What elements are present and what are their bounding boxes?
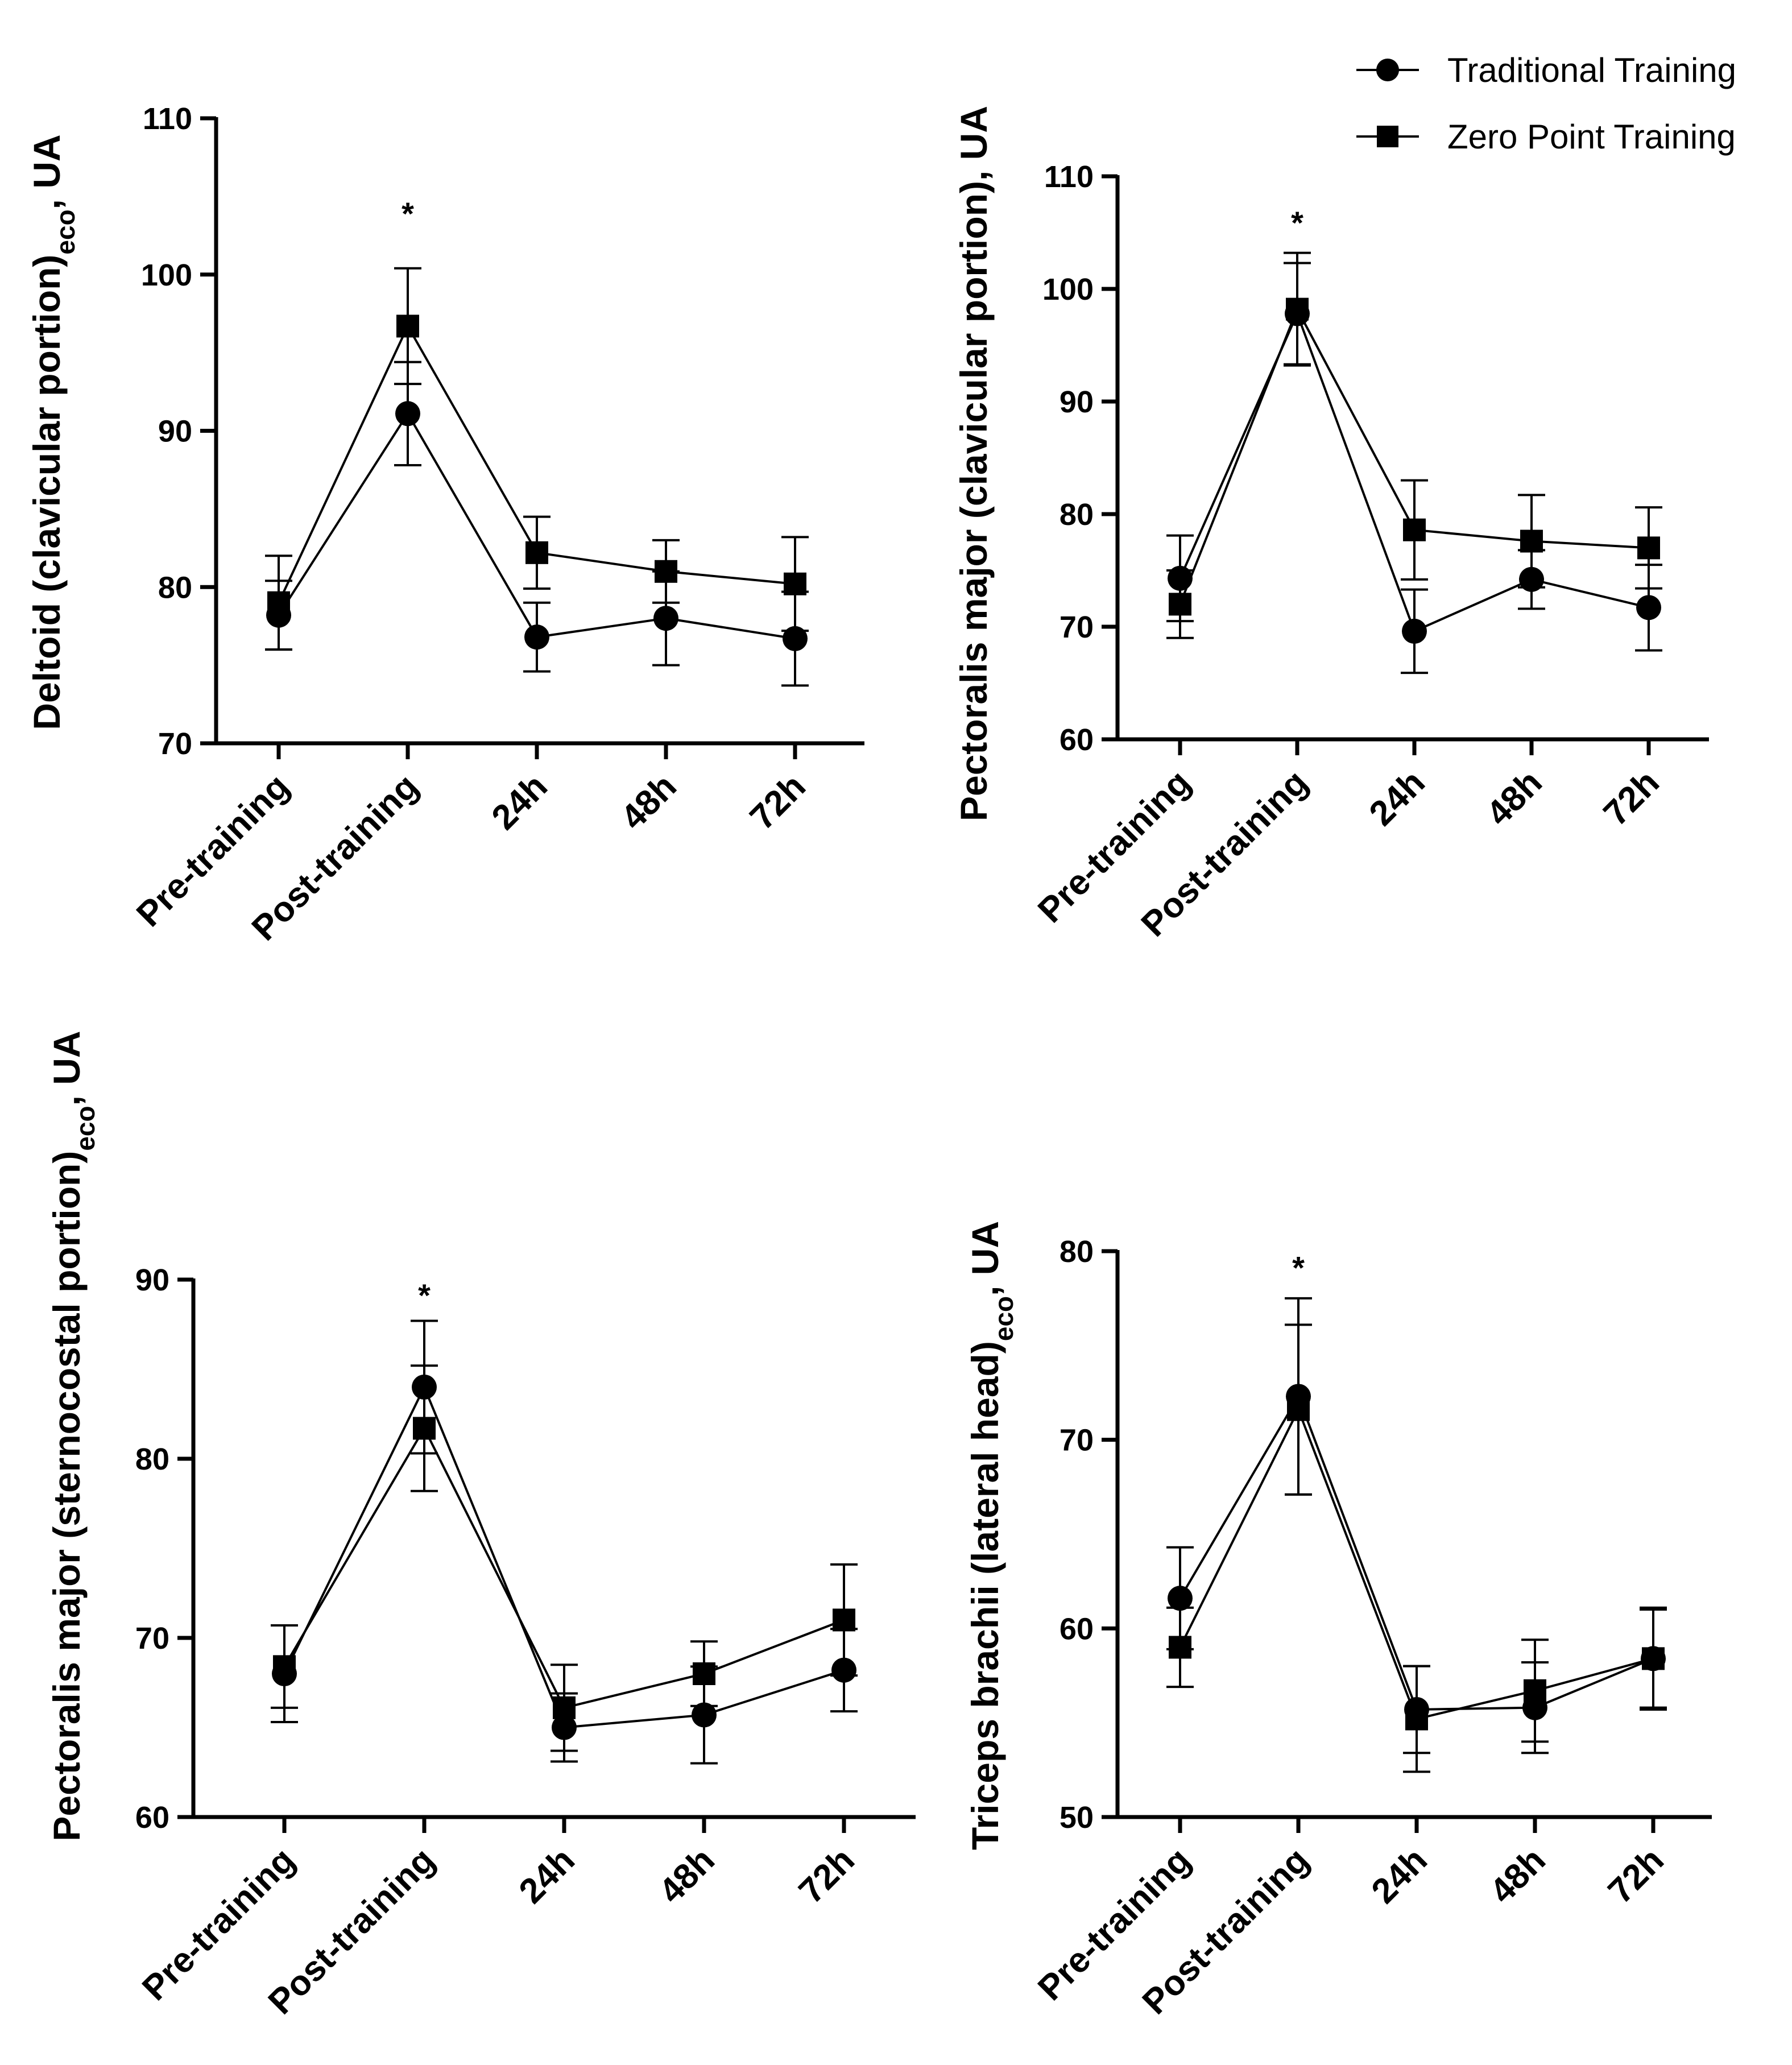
data-point-circle: [1402, 618, 1427, 644]
y-axis-title-main: Pectoralis major (clavicular portion), U…: [953, 106, 995, 821]
data-point-circle: [524, 624, 549, 650]
data-point-square: [396, 314, 419, 338]
data-point-square: [553, 1696, 576, 1719]
legend-circle-marker: [1376, 59, 1399, 81]
y-axis-title: Pectoralis major (clavicular portion), U…: [953, 106, 995, 821]
data-point-square: [1403, 518, 1426, 541]
data-point-circle: [1168, 1586, 1193, 1611]
y-tick-label: 60: [135, 1801, 169, 1835]
data-point-square: [1524, 1679, 1546, 1702]
x-tick-label: 48h: [652, 1840, 722, 1911]
y-tick-label: 100: [141, 258, 192, 292]
legend-entry-zero-point: Zero Point Training: [1356, 118, 1736, 156]
significance-marker: *: [418, 1277, 431, 1313]
y-axis-title-main: Deltoid (clavicular portion): [26, 255, 68, 730]
data-point-square: [1642, 1647, 1665, 1670]
data-point-square: [1405, 1707, 1428, 1731]
data-point-square: [1286, 297, 1309, 321]
y-tick-label: 100: [1042, 272, 1094, 307]
data-point-square: [784, 572, 806, 595]
y-tick-label: 70: [1060, 610, 1094, 644]
legend-label-traditional: Traditional Training: [1447, 51, 1736, 89]
y-tick-label: 90: [158, 415, 192, 449]
data-point-square: [1169, 593, 1191, 616]
y-tick-label: 70: [135, 1621, 169, 1656]
y-axis-title: Deltoid (clavicular portion)eco, UA: [26, 134, 80, 730]
legend-label-zero-point: Zero Point Training: [1447, 118, 1736, 156]
x-tick-label: 72h: [1601, 1840, 1671, 1911]
x-tick-label: 72h: [743, 767, 813, 837]
y-axis-title-unit: , UA: [26, 134, 68, 209]
legend: Traditional Training Zero Point Training: [1356, 51, 1736, 156]
data-point-square: [1637, 536, 1660, 560]
data-point-square: [273, 1655, 296, 1678]
y-axis-title-main: Pectoralis major (sternocostal portion): [45, 1151, 88, 1841]
series-zero-point: [1166, 251, 1662, 639]
y-tick-label: 60: [1060, 723, 1094, 757]
data-point-square: [267, 591, 290, 614]
y-tick-label: 60: [1060, 1612, 1094, 1646]
significance-marker: *: [1292, 1250, 1305, 1286]
y-axis-title: Triceps brachii (lateral head)eco, UA: [964, 1221, 1019, 1850]
data-point-circle: [1636, 595, 1661, 620]
y-axis-title: Pectoralis major (sternocostal portion)e…: [45, 1031, 100, 1841]
series-zero-point: [271, 1364, 858, 1752]
y-tick-label: 70: [1060, 1423, 1094, 1458]
x-tick-label: 48h: [1479, 763, 1550, 833]
x-tick-label: 48h: [1483, 1840, 1553, 1911]
series-line: [1179, 1393, 1654, 1711]
x-tick-label: 24h: [512, 1840, 582, 1911]
data-point-circle: [692, 1702, 717, 1728]
x-tick-label: 24h: [1364, 1840, 1435, 1911]
legend-square-marker: [1377, 126, 1398, 147]
series-zero-point: [265, 267, 809, 651]
significance-marker: *: [402, 196, 414, 231]
y-tick-label: 110: [143, 102, 192, 136]
data-point-square: [693, 1662, 715, 1685]
data-point-square: [525, 541, 548, 564]
y-axis-title-unit: , UA: [45, 1031, 88, 1106]
series-line: [1179, 311, 1649, 633]
y-axis-title-unit: , UA: [964, 1221, 1006, 1296]
x-tick-label: 24h: [1362, 763, 1433, 833]
data-point-circle: [395, 401, 420, 427]
series-zero-point: [1166, 1323, 1667, 1773]
y-tick-label: 80: [158, 570, 192, 605]
y-tick-label: 110: [1044, 160, 1094, 194]
data-point-square: [1287, 1398, 1310, 1421]
y-axis-title-subscript: eco: [71, 1106, 100, 1151]
y-axis-title-subscript: eco: [989, 1296, 1019, 1341]
significance-marker: *: [1291, 205, 1303, 241]
data-point-square: [833, 1608, 855, 1632]
data-point-square: [1169, 1636, 1191, 1659]
y-axis-title-subscript: eco: [51, 209, 80, 254]
series-traditional: [1166, 262, 1662, 674]
y-tick-label: 70: [158, 727, 192, 761]
data-point-circle: [783, 626, 808, 651]
data-point-square: [1520, 529, 1543, 553]
y-tick-label: 80: [1060, 498, 1094, 532]
x-tick-label: 24h: [485, 767, 555, 837]
x-tick-label: 48h: [614, 767, 684, 837]
y-tick-label: 80: [135, 1442, 169, 1476]
y-tick-label: 90: [1060, 385, 1094, 419]
data-point-square: [413, 1417, 436, 1440]
data-point-circle: [653, 606, 678, 631]
legend-entry-traditional: Traditional Training: [1356, 51, 1736, 89]
x-tick-label: 72h: [1596, 763, 1667, 833]
y-tick-label: 80: [1060, 1235, 1094, 1269]
data-point-square: [655, 560, 677, 583]
x-tick-label: 72h: [792, 1840, 862, 1911]
y-tick-label: 90: [135, 1263, 169, 1297]
y-tick-label: 50: [1060, 1801, 1094, 1835]
y-axis-title-main: Triceps brachii (lateral head): [964, 1341, 1006, 1850]
